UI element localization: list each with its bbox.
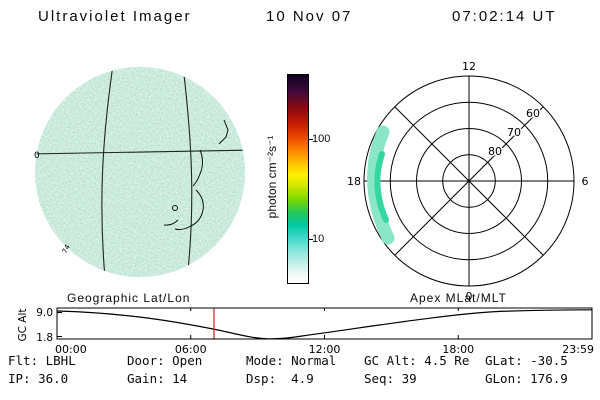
status-ip: IP: 36.0 (8, 371, 69, 386)
xtick-1800: 18:00 (442, 343, 474, 356)
xtick-0600: 06:00 (175, 343, 207, 356)
mlt-label-12: 12 (462, 60, 476, 73)
colorbar-tick-10 (308, 239, 313, 240)
aurora-patch-outer (367, 125, 395, 245)
xtick-1200: 12:00 (309, 343, 341, 356)
app-title: Ultraviolet Imager (38, 8, 192, 25)
meridian-gridline-left (101, 67, 115, 277)
status-glon: GLon: 176.9 (485, 371, 568, 386)
status-flt: Flt: LBHL (8, 353, 76, 368)
latitude-gridline (35, 149, 245, 155)
gc-alt-strip-chart: 9.0 1.8 GC Alt 00:00 06:00 12:00 18:00 2… (18, 307, 594, 356)
colorbar-gradient (287, 74, 309, 284)
time-label: 07:02:14 UT (452, 8, 557, 25)
mlt-label-0: 0 (466, 290, 473, 303)
colorbar-tick-label-10: 10 (312, 233, 325, 245)
mlat-label-80: 80 (488, 145, 502, 158)
mlt-label-18: 18 (347, 175, 361, 188)
polar-plot-panel: 12 18 6 0 60 70 80 (347, 60, 589, 303)
status-gain: Gain: 14 (127, 371, 188, 386)
uv-disk-noise-texture (35, 67, 245, 277)
date-label: 10 Nov 07 (266, 8, 353, 25)
disk-grid-label-zero: 0 (34, 151, 40, 161)
polar-caption: Apex MLat/MLT (410, 291, 507, 305)
colorbar-units-label: photon cm⁻²s⁻¹ (265, 135, 279, 219)
strip-chart-frame (56, 307, 593, 340)
coastlines (163, 119, 229, 231)
status-door: Door: Open (127, 353, 203, 368)
status-gc-alt: GC Alt: 4.5 Re (364, 353, 470, 368)
mlt-label-6: 6 (582, 175, 589, 188)
uv-image-panel: 0 74 (34, 67, 245, 277)
status-dsp: Dsp: 4.9 (246, 371, 314, 386)
uv-disk-content (35, 67, 245, 277)
status-glat: GLat: -30.5 (485, 353, 568, 368)
xtick-2359: 23:59 (562, 343, 594, 356)
disk-caption: Geographic Lat/Lon (67, 291, 191, 305)
aurora-patch-inner (374, 151, 389, 223)
mlat-label-60: 60 (526, 107, 540, 120)
status-seq: Seq: 39 (364, 371, 417, 386)
xtick-0000: 00:00 (55, 343, 87, 356)
disk-grid-label-lower: 74 (61, 243, 73, 255)
ytick-label-bottom: 1.8 (36, 332, 53, 344)
ytick-label-top: 9.0 (36, 307, 53, 319)
colorbar-tick-100 (308, 139, 313, 140)
meridian-gridline-right (181, 67, 193, 277)
colorbar-tick-label-100: 100 (312, 133, 331, 145)
mlat-label-70: 70 (507, 126, 521, 139)
strip-chart-ticks (56, 308, 593, 339)
polar-spokes (364, 76, 574, 286)
strip-ylabel: GC Alt (18, 308, 29, 341)
gc-alt-curve (56, 309, 593, 340)
status-mode: Mode: Normal (246, 353, 337, 368)
